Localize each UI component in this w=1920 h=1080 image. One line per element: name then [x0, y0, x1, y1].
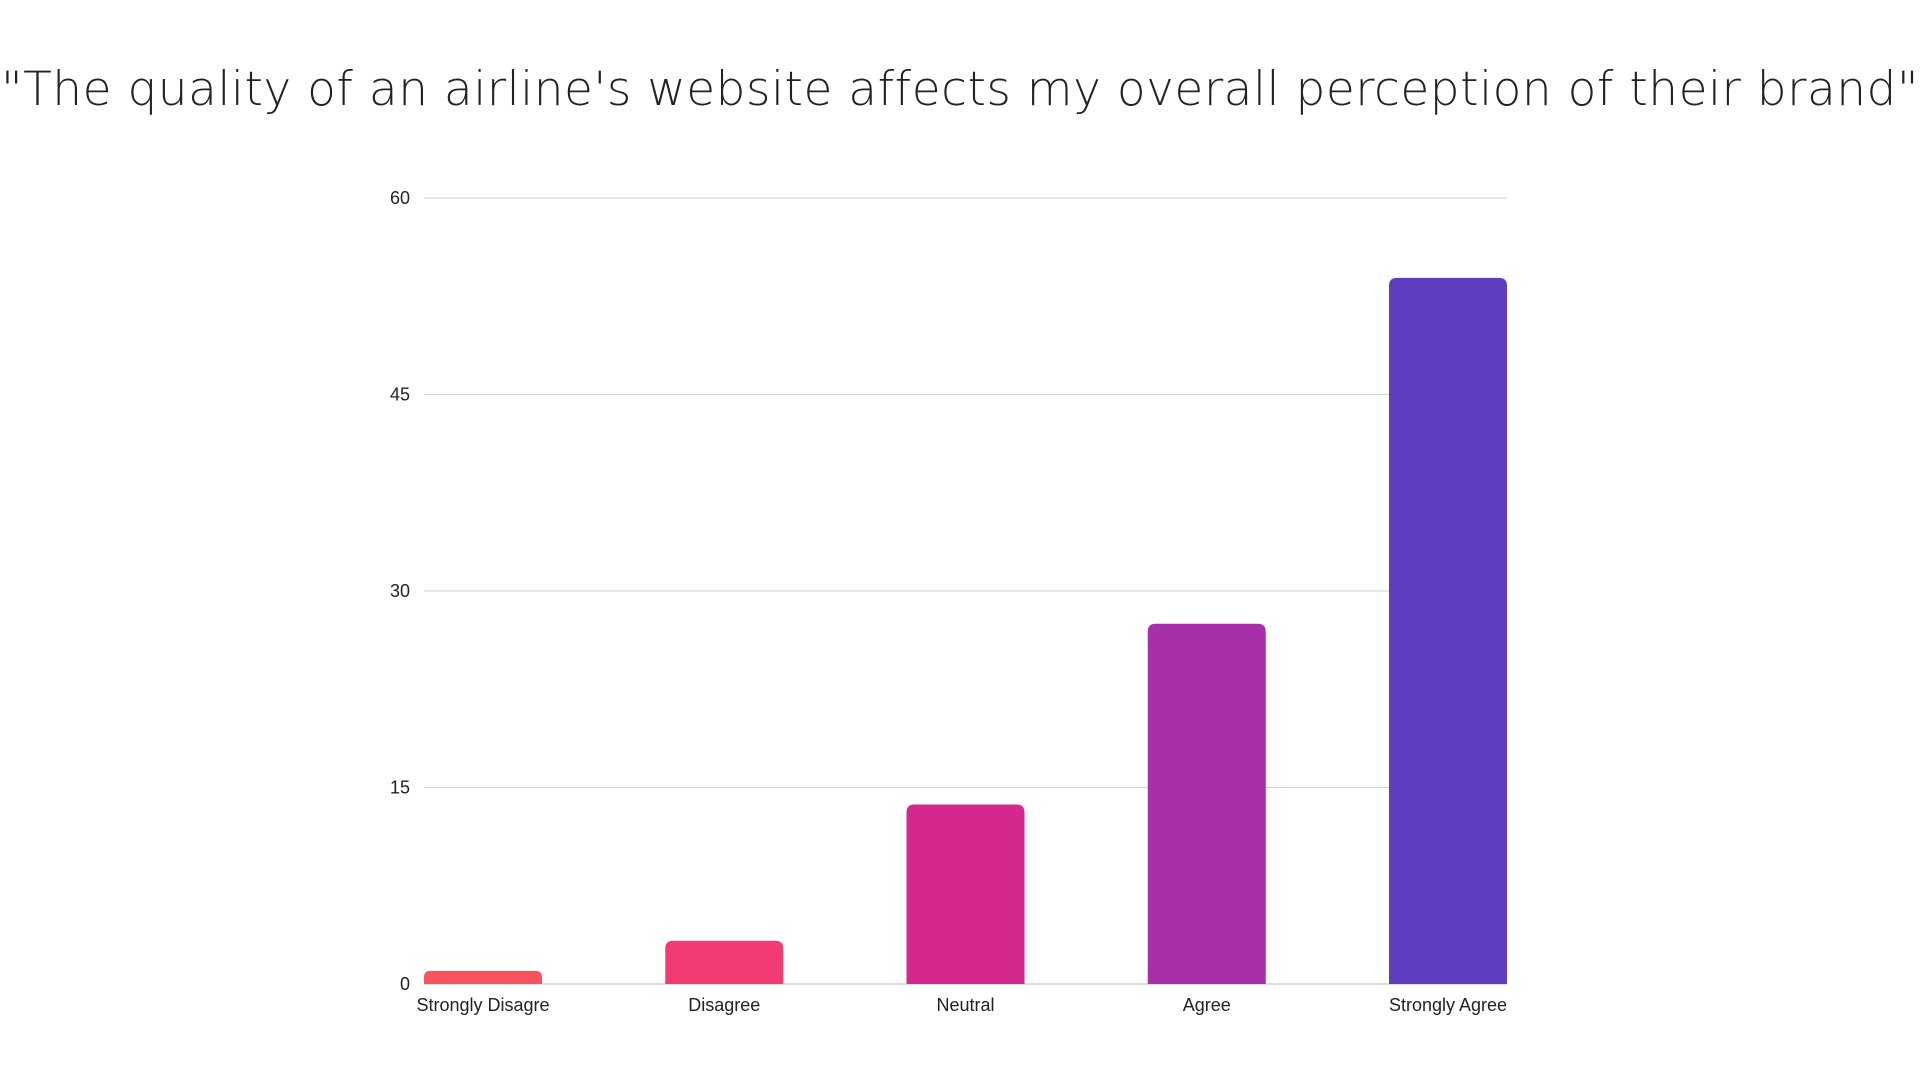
bars: [424, 277, 1507, 984]
y-tick-label: 60: [390, 188, 410, 208]
x-category-label: Disagree: [688, 995, 760, 1015]
x-category-label: Agree: [1183, 995, 1231, 1015]
y-tick-label: 45: [390, 385, 410, 405]
y-axis-ticks: 0 15 30 45 60: [390, 188, 410, 994]
y-tick-label: 0: [400, 974, 410, 994]
y-tick-label: 30: [390, 581, 410, 601]
y-tick-label: 15: [390, 778, 410, 798]
x-category-label: Strongly Disagre: [416, 995, 549, 1015]
bar-neutral: [906, 804, 1025, 984]
bar-strongly-agree: [1389, 277, 1507, 984]
gridlines: [424, 197, 1507, 985]
chart-title: "The quality of an airline's website aff…: [0, 62, 1920, 117]
x-axis-labels: Strongly Disagre Disagree Neutral Agree Stro…: [416, 995, 1507, 1015]
bar-strongly-disagre: [424, 970, 542, 984]
bar-disagree: [665, 940, 784, 984]
bar-agree: [1147, 623, 1266, 984]
x-category-label: Neutral: [936, 995, 994, 1015]
x-category-label: Strongly Agree: [1389, 995, 1507, 1015]
